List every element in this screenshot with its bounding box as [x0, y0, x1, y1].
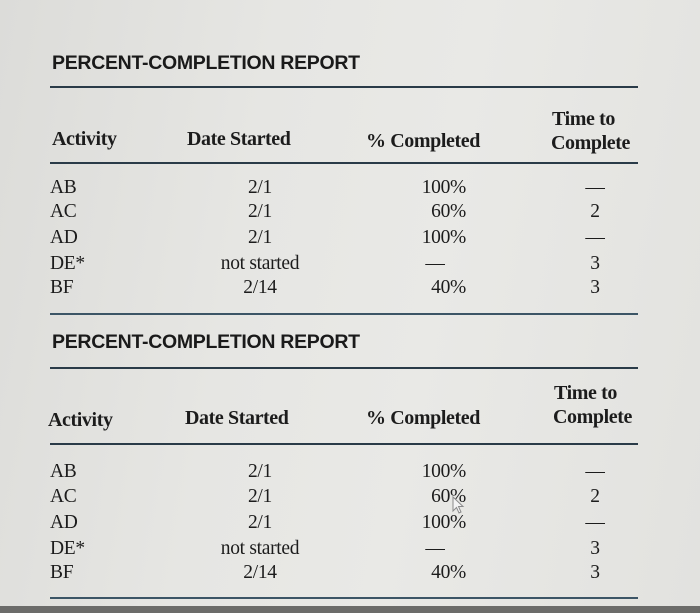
- cell-pct-completed: 100%: [421, 512, 467, 533]
- table-row: AB 2/1 100% —: [50, 176, 638, 200]
- cell-activity: DE*: [50, 538, 85, 559]
- table-row: AD 2/1 100% —: [50, 226, 638, 250]
- cell-time-to-complete: 2: [590, 201, 600, 222]
- cell-activity: AB: [50, 177, 77, 198]
- cell-pct-completed: 40%: [431, 277, 466, 298]
- col-header-pct-completed: % Completed: [366, 407, 480, 429]
- col-header-date-started: Date Started: [187, 128, 291, 150]
- cell-date-started: 2/1: [247, 461, 273, 482]
- header-rule: [50, 443, 638, 445]
- table-row: DE* not started — 3: [50, 252, 638, 276]
- col-header-activity: Activity: [52, 128, 117, 150]
- cell-time-to-complete: —: [585, 177, 605, 198]
- cell-date-started: 2/1: [247, 227, 273, 248]
- cell-pct-completed: —: [425, 253, 445, 274]
- cell-activity: DE*: [50, 253, 85, 274]
- cell-activity: AD: [50, 512, 78, 533]
- cell-time-to-complete: 3: [590, 277, 600, 298]
- cell-pct-completed: —: [425, 538, 445, 559]
- title-rule: [50, 367, 638, 369]
- cell-activity: AB: [50, 461, 77, 482]
- col-header-complete: Complete: [551, 132, 630, 154]
- cell-time-to-complete: 3: [590, 538, 600, 559]
- table-row: BF 2/14 40% 3: [50, 561, 638, 585]
- cell-activity: BF: [50, 562, 74, 583]
- footer-rule: [50, 313, 638, 315]
- table-row: DE* not started — 3: [50, 537, 638, 561]
- cell-activity: AC: [50, 486, 77, 507]
- cell-time-to-complete: —: [585, 227, 605, 248]
- cell-activity: BF: [50, 277, 74, 298]
- title-rule: [50, 86, 638, 88]
- cell-date-started: 2/14: [243, 562, 277, 583]
- table-row: AC 2/1 60% 2: [50, 485, 638, 509]
- cell-activity: AD: [50, 227, 78, 248]
- cell-time-to-complete: 3: [590, 253, 600, 274]
- cell-date-started: 2/1: [247, 512, 273, 533]
- cell-activity: AC: [50, 201, 77, 222]
- cell-pct-completed: 60%: [431, 201, 466, 222]
- footer-rule: [50, 597, 638, 599]
- table-row: AB 2/1 100% —: [50, 460, 638, 484]
- col-header-date-started: Date Started: [185, 407, 289, 429]
- cell-time-to-complete: 3: [590, 562, 600, 583]
- col-header-complete: Complete: [553, 406, 632, 428]
- header-rule: [50, 162, 638, 164]
- photo-bottom-edge: [0, 606, 700, 613]
- report-title: PERCENT-COMPLETION REPORT: [52, 52, 360, 74]
- cell-time-to-complete: 2: [590, 486, 600, 507]
- col-header-time-to: Time to: [552, 108, 615, 130]
- cell-date-started: not started: [220, 538, 300, 559]
- report-title: PERCENT-COMPLETION REPORT: [52, 331, 360, 353]
- cell-pct-completed: 100%: [421, 177, 467, 198]
- cell-date-started: 2/14: [243, 277, 277, 298]
- col-header-pct-completed: % Completed: [366, 130, 480, 152]
- cell-pct-completed: 100%: [421, 227, 467, 248]
- col-header-time-to: Time to: [554, 382, 617, 404]
- mouse-cursor-icon: [452, 496, 465, 514]
- cell-date-started: not started: [220, 253, 300, 274]
- table-row: AD 2/1 100% —: [50, 511, 638, 535]
- cell-time-to-complete: —: [585, 461, 605, 482]
- col-header-activity: Activity: [48, 409, 113, 431]
- cell-date-started: 2/1: [247, 177, 273, 198]
- cell-time-to-complete: —: [585, 512, 605, 533]
- cell-pct-completed: 40%: [431, 562, 466, 583]
- cell-date-started: 2/1: [247, 486, 273, 507]
- cell-date-started: 2/1: [247, 201, 273, 222]
- cell-pct-completed: 100%: [421, 461, 467, 482]
- table-row: AC 2/1 60% 2: [50, 200, 638, 224]
- table-row: BF 2/14 40% 3: [50, 276, 638, 300]
